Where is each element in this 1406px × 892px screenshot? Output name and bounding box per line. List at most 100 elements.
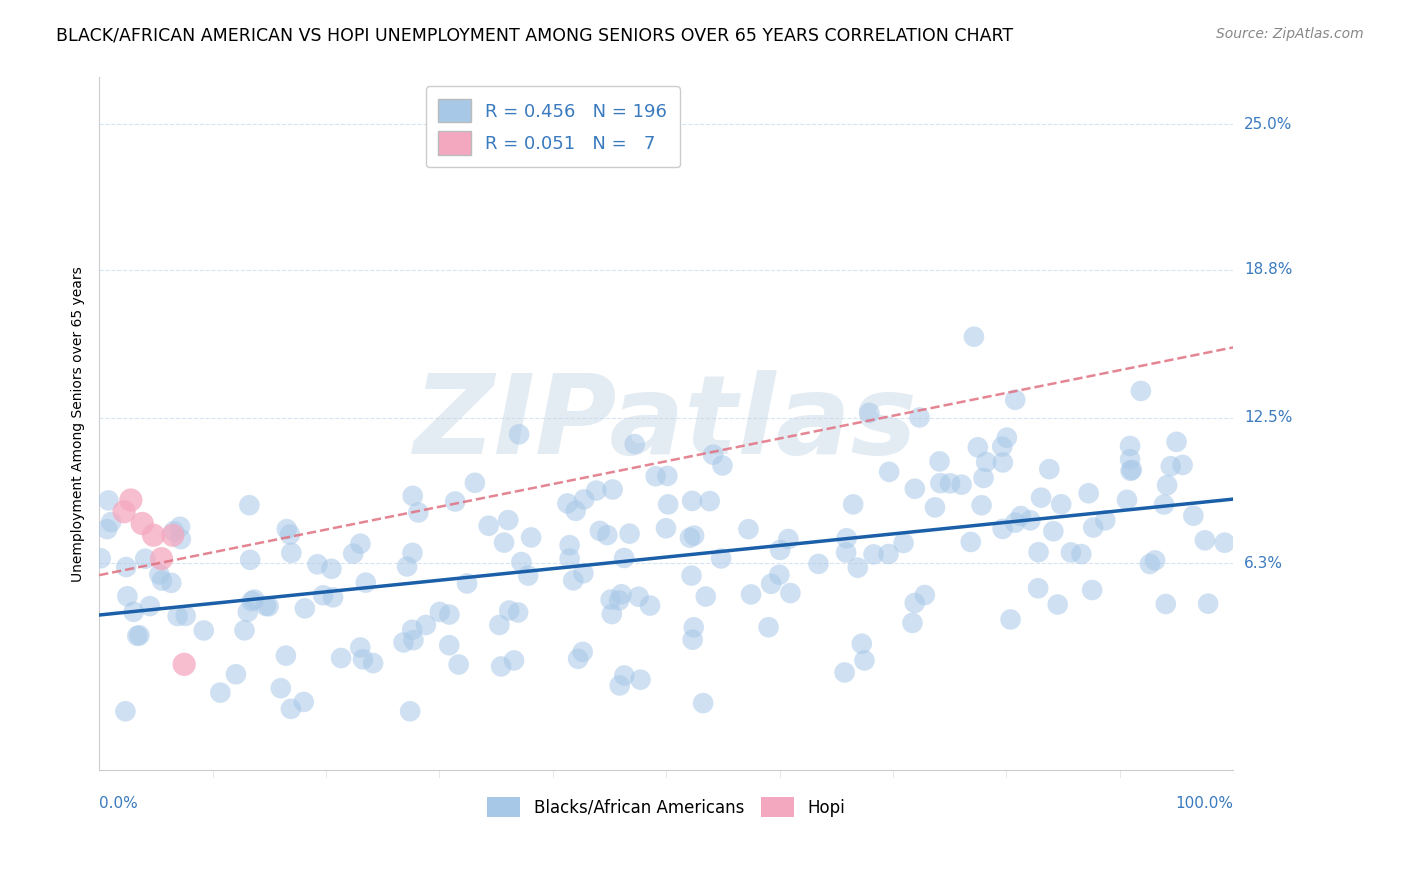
Point: [307, 558, 329, 572]
Point: [572, 566, 595, 581]
Point: [169, 519, 191, 533]
Text: Source: ZipAtlas.com: Source: ZipAtlas.com: [1216, 27, 1364, 41]
Point: [557, 496, 579, 510]
Point: [807, 557, 830, 571]
Point: [1119, 439, 1142, 453]
Point: [112, 505, 135, 519]
Point: [1000, 612, 1022, 626]
Point: [602, 483, 624, 497]
Point: [243, 592, 266, 607]
Point: [655, 521, 678, 535]
Point: [1160, 459, 1182, 474]
Point: [758, 620, 780, 634]
Point: [239, 553, 262, 567]
Point: [862, 548, 884, 562]
Point: [928, 454, 950, 468]
Point: [1026, 581, 1049, 595]
Point: [276, 522, 298, 536]
Point: [681, 494, 703, 508]
Point: [842, 497, 865, 511]
Point: [1081, 582, 1104, 597]
Point: [627, 590, 650, 604]
Point: [447, 657, 470, 672]
Point: [1153, 498, 1175, 512]
Point: [851, 637, 873, 651]
Point: [904, 596, 927, 610]
Point: [464, 475, 486, 490]
Point: [415, 618, 437, 632]
Point: [233, 624, 256, 638]
Point: [193, 624, 215, 638]
Point: [163, 524, 186, 538]
Point: [96, 522, 118, 536]
Point: [402, 489, 425, 503]
Point: [683, 528, 706, 542]
Point: [492, 535, 515, 549]
Point: [558, 551, 581, 566]
Point: [974, 455, 997, 469]
Point: [991, 522, 1014, 536]
Point: [349, 640, 371, 655]
Point: [1010, 509, 1032, 524]
Point: [657, 497, 679, 511]
Point: [292, 695, 315, 709]
Point: [623, 437, 645, 451]
Point: [294, 601, 316, 615]
Point: [401, 546, 423, 560]
Point: [1139, 557, 1161, 571]
Point: [508, 606, 530, 620]
Point: [1028, 545, 1050, 559]
Text: 0.0%: 0.0%: [100, 796, 138, 811]
Point: [503, 653, 526, 667]
Point: [399, 704, 422, 718]
Point: [959, 535, 981, 549]
Point: [90, 551, 112, 566]
Point: [114, 704, 136, 718]
Point: [1144, 553, 1167, 567]
Point: [396, 559, 419, 574]
Point: [778, 532, 800, 546]
Point: [322, 591, 344, 605]
Point: [682, 632, 704, 647]
Point: [692, 696, 714, 710]
Point: [139, 599, 162, 613]
Point: [401, 623, 423, 637]
Point: [1038, 462, 1060, 476]
Point: [835, 531, 858, 545]
Point: [498, 603, 520, 617]
Point: [596, 528, 619, 542]
Point: [1046, 598, 1069, 612]
Point: [970, 498, 993, 512]
Point: [681, 568, 703, 582]
Point: [558, 538, 581, 552]
Point: [238, 498, 260, 512]
Point: [257, 599, 280, 614]
Point: [613, 668, 636, 682]
Point: [150, 551, 173, 566]
Point: [100, 515, 122, 529]
Point: [1213, 535, 1236, 549]
Point: [679, 531, 702, 545]
Point: [638, 599, 661, 613]
Point: [572, 492, 595, 507]
Point: [148, 567, 170, 582]
Point: [613, 551, 636, 566]
Point: [1060, 545, 1083, 559]
Point: [571, 645, 593, 659]
Point: [361, 656, 384, 670]
Point: [122, 605, 145, 619]
Text: 18.8%: 18.8%: [1244, 262, 1292, 277]
Point: [835, 545, 858, 559]
Point: [120, 493, 142, 508]
Point: [321, 562, 343, 576]
Point: [517, 568, 540, 582]
Point: [610, 587, 633, 601]
Point: [1083, 520, 1105, 534]
Point: [991, 440, 1014, 454]
Point: [1156, 478, 1178, 492]
Point: [174, 608, 197, 623]
Point: [914, 588, 936, 602]
Point: [510, 555, 533, 569]
Point: [966, 440, 988, 454]
Point: [349, 537, 371, 551]
